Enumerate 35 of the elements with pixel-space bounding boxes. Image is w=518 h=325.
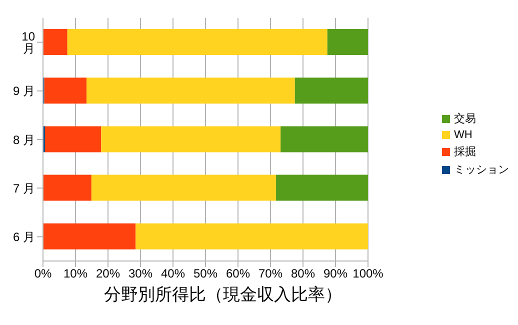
legend-label: WH: [454, 129, 472, 141]
bar: [43, 29, 68, 55]
y-tick-label: 8 月: [12, 132, 35, 147]
x-tick-label: 90%: [323, 266, 348, 281]
y-tick-label: 10 月: [22, 30, 36, 56]
x-tick-label: 80%: [290, 266, 316, 281]
x-tick-label: 0%: [34, 266, 52, 281]
legend-label: 交易: [454, 112, 476, 126]
bar: [44, 78, 87, 104]
bar: [136, 223, 368, 250]
x-tick-label: 10%: [63, 266, 88, 281]
x-tick-label: 50%: [193, 266, 218, 281]
bar: [86, 78, 295, 104]
bar: [280, 126, 368, 152]
bar: [43, 223, 136, 250]
bar: [67, 29, 328, 55]
y-tick-label: 7 月: [12, 181, 35, 196]
bar: [91, 174, 276, 201]
legend-label: ミッション: [454, 163, 509, 177]
x-tick-label: 30%: [128, 266, 153, 281]
text: 分野別所得比（現金収入比率）: [103, 284, 343, 306]
x-tick-label: 100%: [352, 266, 384, 281]
y-tick-label: 6 月: [12, 230, 35, 244]
bar: [44, 126, 102, 152]
bar: [276, 174, 368, 201]
bar: [43, 174, 92, 201]
x-tick-label: 70%: [258, 266, 283, 281]
bar: [294, 78, 368, 104]
y-tick-label: 9 月: [12, 84, 35, 98]
bar: [101, 126, 281, 152]
x-tick-label: 20%: [96, 266, 120, 281]
legend-label: 採掘: [454, 145, 476, 159]
x-tick-label: 60%: [226, 266, 250, 281]
x-tick-label: 40%: [160, 266, 186, 281]
bar: [327, 29, 368, 55]
